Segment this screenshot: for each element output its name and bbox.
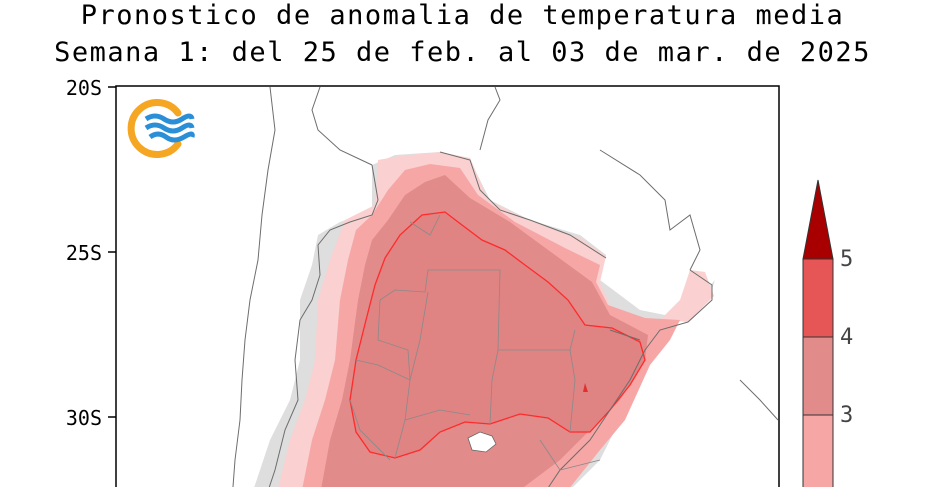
anomaly-region-4-plus xyxy=(349,211,646,459)
colorbar xyxy=(802,179,834,487)
smn-logo-icon xyxy=(127,99,195,158)
colorbar-swatch-3-4 xyxy=(802,336,834,416)
colorbar-arrow-above-5 xyxy=(802,179,834,260)
province-borders xyxy=(349,214,601,471)
lake-shape xyxy=(467,431,497,453)
colorbar-label-3: 3 xyxy=(840,403,854,428)
country-borders xyxy=(232,87,778,487)
map-subtitle: Semana 1: del 25 de feb. al 03 de mar. d… xyxy=(54,37,871,68)
colorbar-swatch-2-3 xyxy=(802,414,834,487)
colorbar-swatch-4-5 xyxy=(802,258,834,338)
lat-label-30s: 30S xyxy=(65,406,102,430)
colorbar-label-4: 4 xyxy=(840,325,854,350)
lat-label-25s: 25S xyxy=(65,241,102,265)
colorbar-label-5: 5 xyxy=(840,247,854,272)
lat-ticks xyxy=(108,86,116,418)
map-title: Pronostico de anomalia de temperatura me… xyxy=(80,0,845,31)
small-anomaly-marker xyxy=(583,383,588,392)
lat-label-20s: 20S xyxy=(65,76,102,100)
